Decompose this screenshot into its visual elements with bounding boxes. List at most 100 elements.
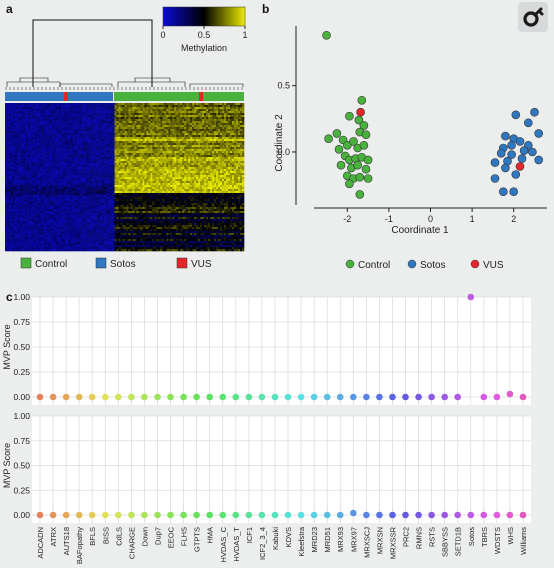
- y-tick-label: 0.25: [13, 367, 30, 377]
- mvp-point-sotos-top: [467, 293, 475, 301]
- mvp-point-eeoc-bottom: [167, 511, 174, 519]
- mvp-point-auts18-bottom: [62, 511, 70, 519]
- mvp-point-kabuki-bottom: [271, 511, 279, 519]
- scatter-point-sotos: [534, 129, 544, 138]
- mvp-point-sbbyss-top: [441, 393, 449, 401]
- mvp-plot-top: 0.00 0.25 0.50 0.75 1.00 MVP Score: [2, 292, 531, 405]
- mvp-point-icf1-bottom: [245, 511, 253, 519]
- mvp-point-gtpts-top: [193, 393, 200, 401]
- dendrogram: [6, 19, 244, 87]
- mvp-point-prc2-top: [402, 393, 409, 401]
- scatter-point-control: [359, 141, 369, 150]
- mvp-point-tbrs-top: [480, 393, 488, 401]
- y-tick-label: 0.50: [13, 461, 30, 471]
- colorbar-tick-0-5: 0.5: [198, 30, 211, 40]
- y-tick-label: 0.50: [13, 342, 30, 352]
- dendrogram-leaves: [5, 87, 243, 90]
- mvp-point-wdsts-top: [493, 393, 501, 401]
- category-label: AUTS18: [62, 527, 71, 555]
- mvp-point-sbbyss-bottom: [441, 511, 449, 519]
- colorbar-tick-1: 1: [242, 30, 247, 40]
- category-label: CHARGE: [127, 527, 136, 559]
- mvp-point-tbrs-bottom: [480, 511, 488, 519]
- scatter-point-control: [357, 96, 367, 105]
- mvp-point-kleefstra-bottom: [297, 511, 305, 519]
- mvp-point-kdvs-top: [284, 393, 292, 401]
- scatter-point-control: [332, 129, 342, 138]
- category-label: MRX93: [336, 527, 345, 552]
- mvp-point-kabuki-top: [271, 393, 279, 401]
- scatter-point-control: [324, 134, 333, 143]
- scatter-point-sotos: [534, 155, 544, 165]
- corner-settings-button[interactable]: [518, 2, 548, 32]
- mvp-point-kdvs-bottom: [284, 511, 292, 519]
- category-label: Sotos: [467, 527, 476, 546]
- scatter-point-control: [361, 164, 371, 174]
- category-label: HMA: [206, 527, 215, 544]
- category-label: Kleefstra: [297, 526, 306, 556]
- y-tick-label: 0.75: [13, 436, 30, 446]
- legend-a-label-control: Control: [35, 259, 67, 270]
- mvp-point-gtpts-bottom: [193, 511, 200, 519]
- mvp-point-biss-top: [102, 393, 109, 401]
- mds-scatter-plot: Coordinate 2 Coordinate 1 -2 -1 0 1 20.00.5 …: [274, 26, 547, 271]
- panel-label-c: c: [6, 290, 13, 304]
- mvp-point-rmns-top: [415, 393, 422, 401]
- scatter-point-vus: [515, 162, 525, 171]
- mvp-category-labels: ADCADN ATRX AUTS18 BAFopathy BFLS BISS CdLS CHA…: [36, 526, 528, 564]
- mvp-point-whs-bottom: [506, 511, 514, 519]
- mvp-point-adcadn-bottom: [36, 511, 44, 519]
- category-label: MRXSCJ: [362, 527, 371, 558]
- mvp-point-dup7-top: [154, 393, 161, 401]
- scatter-point-control: [334, 145, 344, 154]
- mvp-point-mrxssr-top: [389, 393, 396, 401]
- mvp-point-williams-top: [519, 393, 527, 401]
- category-label: GTPTS: [193, 527, 202, 552]
- colorbar: [162, 6, 246, 27]
- category-label: ATRX: [49, 527, 58, 546]
- mvp-point-whs-top: [506, 390, 514, 398]
- mvp-point-mrx97-bottom: [350, 509, 357, 517]
- mvp-point-atrx-bottom: [49, 511, 57, 519]
- legend-a-label-vus: VUS: [191, 259, 212, 270]
- heatmap-cells: [5, 103, 245, 252]
- legend-b-label-vus: VUS: [483, 260, 504, 271]
- scatter-point-sotos: [515, 137, 525, 146]
- mvp-point-rsts-bottom: [428, 511, 435, 519]
- mvp-point-hvdas_t-top: [232, 393, 240, 401]
- scatter-point-vus: [356, 107, 365, 117]
- category-label: MRXSSR: [389, 526, 398, 559]
- scatter-point-sotos: [490, 174, 500, 183]
- mvp-point-cdls-bottom: [115, 511, 122, 519]
- category-label: HVDAS_C: [219, 526, 228, 562]
- mvp-point-mrx97-top: [350, 393, 357, 401]
- category-label: Dup7: [154, 527, 163, 545]
- scatter-point-sotos: [523, 118, 533, 128]
- scatter-point-sotos: [511, 170, 521, 179]
- mvp-point-wdsts-bottom: [493, 511, 501, 519]
- x-tick-label: 1: [470, 214, 475, 224]
- mvp-point-rmns-bottom: [415, 511, 422, 519]
- mvp-point-prc2-bottom: [402, 511, 409, 519]
- category-label: SBBYSS: [441, 527, 450, 557]
- x-tick-label: 0: [428, 214, 433, 224]
- legend-b: Control Sotos VUS: [345, 259, 504, 271]
- mvp-point-down-top: [141, 393, 148, 401]
- mvp-point-icf2_3_4-bottom: [258, 511, 266, 519]
- legend-a-label-sotos: Sotos: [110, 259, 136, 270]
- legend-a-swatch-vus: [176, 257, 188, 269]
- scatter-points: [322, 30, 544, 199]
- mvp-point-mrx93-top: [336, 393, 344, 401]
- mvp-point-sotos-bottom: [467, 511, 475, 519]
- scatter-point-control: [359, 121, 369, 130]
- mvp-point-adcadn-top: [36, 393, 44, 401]
- y-tick-label: 0.5: [277, 81, 290, 91]
- mvp-point-atrx-top: [49, 393, 57, 401]
- mvp-point-hma-bottom: [206, 511, 213, 519]
- mvp-point-cdls-top: [115, 393, 122, 401]
- category-label: MRXSN: [375, 527, 384, 554]
- mvp-point-flhs-top: [180, 393, 187, 401]
- category-label: BFLS: [88, 527, 97, 546]
- panel-label-a: a: [6, 2, 13, 16]
